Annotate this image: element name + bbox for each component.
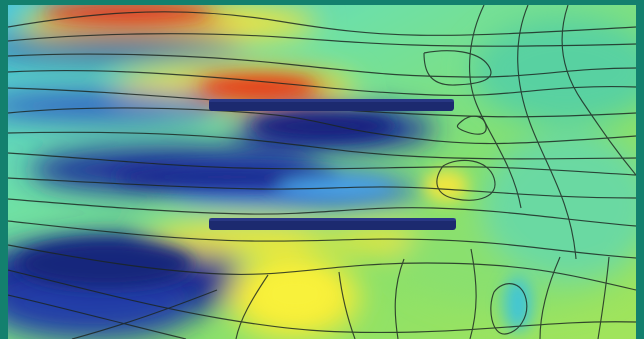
contour-lines <box>8 5 636 339</box>
plates <box>209 99 456 230</box>
field-accents <box>17 6 532 332</box>
field-svg <box>8 5 636 339</box>
contour-field <box>8 5 636 339</box>
